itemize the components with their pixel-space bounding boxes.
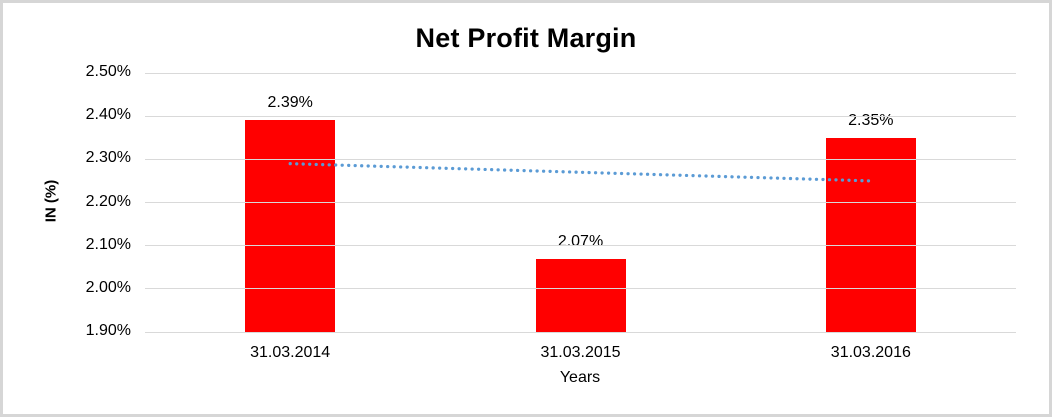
bar-value-label: 2.07%	[557, 232, 604, 250]
y-tick-label: 2.50%	[85, 63, 131, 80]
gridline	[145, 245, 1016, 247]
bar	[535, 258, 626, 332]
y-tick-label: 1.90%	[85, 322, 131, 339]
y-tick-label: 2.00%	[85, 278, 131, 296]
y-tick-label: 2.20%	[85, 192, 131, 210]
y-tick-label: 2.10%	[85, 235, 131, 253]
x-tick-label: 31.03.2014	[250, 344, 331, 361]
bar	[245, 120, 336, 332]
gridline	[145, 115, 1016, 117]
gridline	[145, 202, 1016, 203]
y-tick-label: 2.30%	[85, 149, 131, 167]
chart-title: Net Profit Margin	[415, 23, 637, 53]
bar	[825, 137, 916, 332]
bar-value-label: 2.35%	[848, 111, 894, 129]
x-axis-title: Years	[559, 369, 601, 386]
gridline	[145, 72, 1016, 74]
bar-value-label: 2.39%	[267, 94, 313, 112]
y-tick-label: 2.40%	[85, 106, 131, 124]
x-tick-label: 31.03.2015	[540, 344, 621, 361]
gridline	[145, 288, 1016, 290]
gridline	[145, 331, 1016, 333]
gridline	[145, 158, 1016, 160]
x-tick-label: 31.03.2016	[830, 344, 911, 361]
